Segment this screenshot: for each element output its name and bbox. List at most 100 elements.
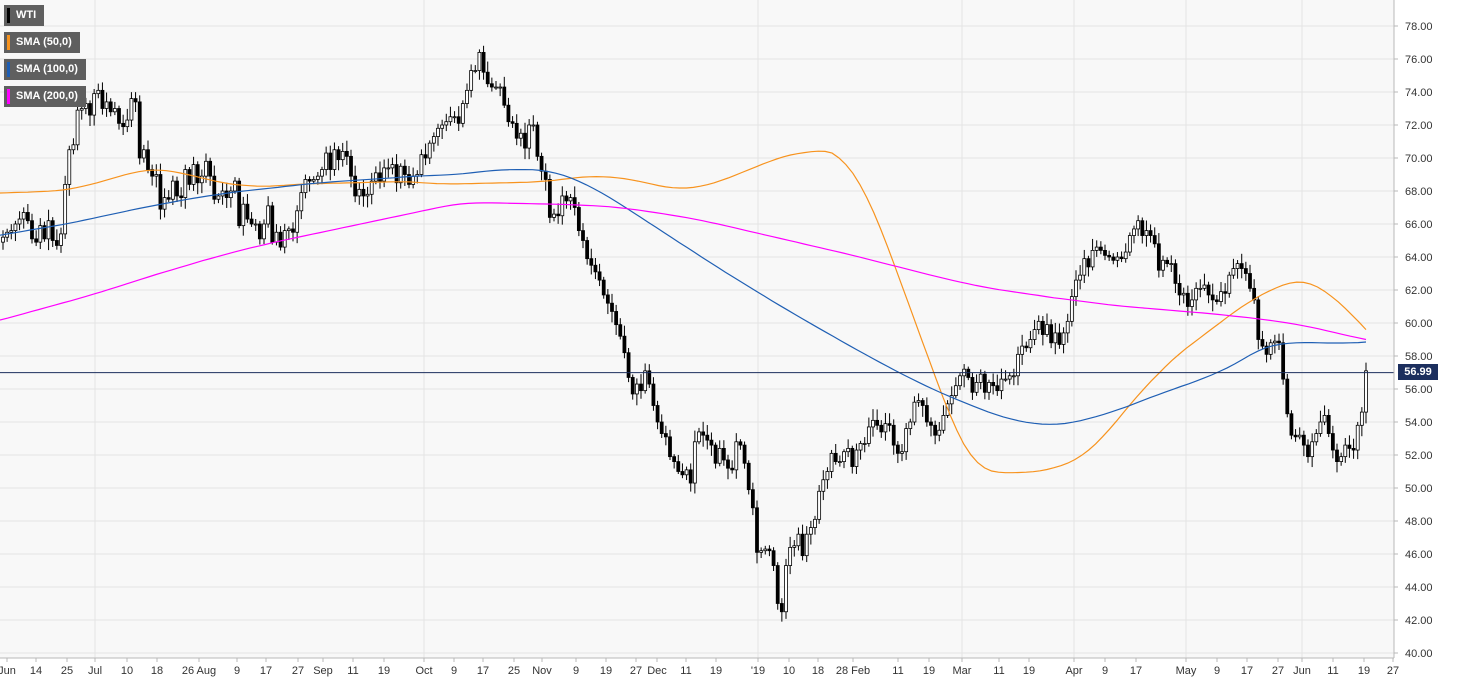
- x-tick-label: 28 Feb: [836, 665, 870, 677]
- candle: [92, 89, 97, 126]
- candle: [357, 182, 362, 205]
- candle: [361, 179, 366, 207]
- candle: [680, 463, 685, 479]
- candle: [746, 460, 751, 495]
- candle: [970, 372, 975, 400]
- candle: [1078, 265, 1083, 290]
- candle: [332, 142, 337, 176]
- candle: [527, 119, 532, 160]
- y-tick-label: 50.00: [1405, 483, 1433, 495]
- candle: [104, 92, 109, 117]
- legend-item-sma-200[interactable]: SMA (200,0): [4, 86, 86, 107]
- candle: [643, 363, 648, 394]
- legend-item-wti[interactable]: WTI: [4, 5, 45, 26]
- x-tick-label: 19: [378, 665, 390, 677]
- candle: [340, 142, 345, 167]
- candle: [808, 520, 813, 545]
- x-tick-label: 10: [121, 665, 133, 677]
- x-tick-label: 26 Aug: [182, 665, 216, 677]
- candle: [813, 515, 817, 535]
- candle: [452, 111, 457, 124]
- candle: [477, 49, 482, 80]
- candle: [121, 114, 126, 135]
- candle: [717, 440, 722, 467]
- candle: [286, 226, 291, 240]
- candle: [133, 92, 138, 112]
- candle: [96, 83, 101, 99]
- candle: [651, 377, 656, 411]
- legend-item-sma-100[interactable]: SMA (100,0): [4, 59, 86, 80]
- candle: [1239, 253, 1244, 279]
- legend-swatch: [7, 62, 10, 77]
- candle: [1065, 313, 1070, 343]
- candle: [610, 293, 614, 323]
- candle: [1256, 296, 1261, 350]
- y-tick-label: 46.00: [1405, 549, 1433, 561]
- candle: [1322, 405, 1327, 426]
- x-tick-label: 10: [783, 665, 795, 677]
- y-tick-label: 42.00: [1405, 615, 1433, 627]
- candle: [1140, 217, 1145, 244]
- candle: [634, 378, 639, 406]
- candle: [684, 466, 689, 481]
- legend-swatch: [7, 89, 10, 104]
- candle: [266, 196, 271, 228]
- candle: [692, 430, 697, 494]
- candle: [705, 425, 710, 450]
- candle: [320, 166, 324, 185]
- candle: [576, 201, 581, 237]
- candle: [469, 64, 474, 98]
- candle: [1194, 282, 1199, 311]
- candle: [726, 454, 730, 480]
- candle: [1314, 429, 1319, 446]
- x-tick-label: 19: [1023, 665, 1035, 677]
- candle: [779, 598, 784, 622]
- candle: [369, 172, 374, 205]
- candle: [514, 114, 519, 146]
- candle: [1103, 244, 1107, 261]
- x-tick-label: 19: [1358, 665, 1370, 677]
- candle: [987, 379, 991, 400]
- candle: [825, 467, 830, 489]
- candle: [1082, 249, 1087, 284]
- candle: [854, 443, 859, 475]
- candle: [871, 409, 875, 437]
- candle: [1115, 252, 1120, 268]
- candle: [1040, 316, 1045, 346]
- candle: [9, 224, 14, 240]
- x-axis: Jun 14 25 Jul 10 18 26 Aug 9 17 27 Sep 11 19 Oct 9 17 25…: [0, 658, 1399, 677]
- candle: [1310, 433, 1315, 468]
- y-tick-label: 52.00: [1405, 450, 1433, 462]
- candle: [1161, 255, 1165, 278]
- candle: [141, 144, 146, 163]
- candle: [601, 276, 606, 299]
- candle: [378, 161, 382, 189]
- candle: [850, 445, 855, 474]
- candle: [920, 398, 925, 417]
- candle: [423, 143, 428, 166]
- candle: [59, 227, 63, 253]
- candle: [518, 128, 523, 147]
- candle: [597, 263, 602, 287]
- candle: [663, 425, 668, 446]
- candle: [792, 540, 797, 557]
- y-tick-label: 62.00: [1405, 285, 1433, 297]
- candle: [46, 209, 51, 251]
- candle: [581, 223, 585, 249]
- candle: [1326, 409, 1331, 438]
- candle: [655, 400, 660, 430]
- candle: [25, 204, 30, 224]
- sma-100-line: [0, 169, 1367, 425]
- candle: [775, 562, 780, 610]
- candle: [1268, 339, 1273, 360]
- candle: [564, 190, 569, 209]
- candle: [933, 420, 938, 445]
- x-tick-label: 11: [1327, 665, 1338, 677]
- y-tick-label: 64.00: [1405, 252, 1433, 264]
- candle: [552, 208, 556, 222]
- candle: [829, 449, 834, 479]
- candle: [204, 153, 208, 183]
- legend-item-sma-50[interactable]: SMA (50,0): [4, 32, 80, 53]
- candle: [100, 82, 105, 115]
